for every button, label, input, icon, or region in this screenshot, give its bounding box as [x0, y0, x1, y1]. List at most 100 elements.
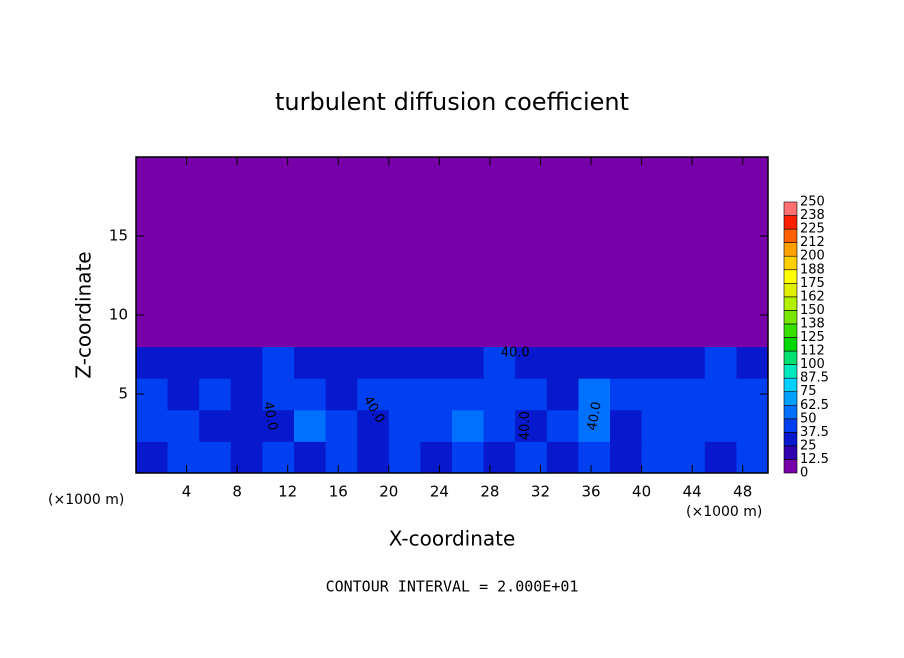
heatmap-cell [420, 157, 453, 190]
x-tick-label: 16 [329, 483, 348, 501]
heatmap-cell [388, 409, 421, 442]
heatmap-cell [167, 188, 200, 221]
heatmap-cell [199, 157, 232, 190]
heatmap-cell [546, 283, 579, 316]
heatmap-cell [578, 346, 611, 379]
colorbar-segment [783, 323, 798, 338]
x-tick-label: 32 [531, 483, 550, 501]
heatmap-cell [641, 409, 674, 442]
heatmap-cell [420, 409, 453, 442]
heatmap-cell [641, 441, 674, 474]
heatmap-cell [388, 188, 421, 221]
colorbar-segment [783, 255, 798, 271]
colorbar-segment [783, 310, 798, 325]
colorbar-label: 200 [800, 249, 825, 264]
heatmap-cell [167, 220, 200, 253]
heatmap-cell [294, 220, 327, 253]
heatmap-cell [515, 251, 548, 284]
heatmap-cell [230, 409, 263, 442]
heatmap-cell [483, 315, 516, 348]
colorbar-segment [783, 391, 798, 406]
contour-label: 40.0 [518, 411, 533, 440]
heatmap-cell [136, 409, 169, 442]
heatmap-cell [199, 441, 232, 474]
heatmap-cell [610, 441, 643, 474]
heatmap-cell [704, 157, 737, 190]
colorbar-segment [783, 337, 798, 352]
contour-label: 40.0 [585, 401, 605, 432]
heatmap-cell [262, 220, 295, 253]
heatmap-cell [357, 409, 390, 442]
heatmap-cell [325, 157, 358, 190]
heatmap-cell [420, 441, 453, 474]
heatmap-cell [199, 409, 232, 442]
colorbar-segment [783, 432, 798, 447]
heatmap-cell [641, 188, 674, 221]
heatmap-cell [641, 283, 674, 316]
colorbar-label: 50 [800, 411, 817, 426]
heatmap-cell [452, 441, 485, 474]
y-axis-label: Z-coordinate [72, 251, 96, 378]
heatmap-cell [452, 409, 485, 442]
heatmap-cell [388, 346, 421, 379]
colorbar-segment [783, 282, 798, 298]
heatmap-cell [294, 378, 327, 411]
heatmap-cell [673, 441, 706, 474]
heatmap-cell [167, 409, 200, 442]
heatmap-cell [736, 346, 769, 379]
heatmap-cell [388, 441, 421, 474]
colorbar-label: 100 [800, 357, 825, 372]
colorbar-label: 250 [800, 195, 825, 210]
heatmap-cell [704, 378, 737, 411]
heatmap-cell [610, 251, 643, 284]
heatmap-cell [452, 315, 485, 348]
heatmap-cell [230, 346, 263, 379]
heatmap-cell [736, 441, 769, 474]
heatmap-cell [483, 220, 516, 253]
colorbar-segment [783, 459, 798, 474]
heatmap-cell [704, 409, 737, 442]
heatmap-cell [452, 220, 485, 253]
heatmap-cell [388, 157, 421, 190]
heatmap-cell [167, 251, 200, 284]
x-tick-label: 44 [683, 483, 702, 501]
heatmap-cell [388, 220, 421, 253]
colorbar-segment [783, 296, 798, 311]
heatmap-cell [357, 220, 390, 253]
heatmap-cell [641, 251, 674, 284]
heatmap-cell [294, 441, 327, 474]
axis-unit: (×1000 m) [48, 492, 124, 508]
heatmap-cell [420, 378, 453, 411]
heatmap-cell [704, 346, 737, 379]
heatmap-cell [452, 346, 485, 379]
heatmap-cell [199, 251, 232, 284]
heatmap-cell [546, 378, 579, 411]
heatmap-cell [515, 315, 548, 348]
heatmap-cell [546, 441, 579, 474]
heatmap-cell [546, 251, 579, 284]
colorbar-segment [783, 364, 798, 379]
colorbar-segment [783, 445, 798, 460]
heatmap-cell [578, 251, 611, 284]
heatmap-cell [294, 346, 327, 379]
heatmap-cell [262, 188, 295, 221]
x-tick-label: 28 [480, 483, 499, 501]
heatmap-cell [136, 188, 169, 221]
heatmap-cell [704, 283, 737, 316]
heatmap-cell [641, 378, 674, 411]
heatmap-cell [136, 283, 169, 316]
heatmap-cell [483, 409, 516, 442]
heatmap-cell [294, 157, 327, 190]
heatmap-cell [578, 283, 611, 316]
heatmap-cell [230, 378, 263, 411]
heatmap-cell [673, 346, 706, 379]
heatmap-cell [262, 251, 295, 284]
x-tick-label: 24 [430, 483, 449, 501]
heatmap-cell [136, 315, 169, 348]
axis-unit: (×1000 m) [686, 504, 762, 520]
heatmap-cell [610, 409, 643, 442]
heatmap-cell [546, 346, 579, 379]
heatmap-cell [136, 346, 169, 379]
colorbar-label: 125 [800, 330, 825, 345]
heatmap-cell [357, 157, 390, 190]
